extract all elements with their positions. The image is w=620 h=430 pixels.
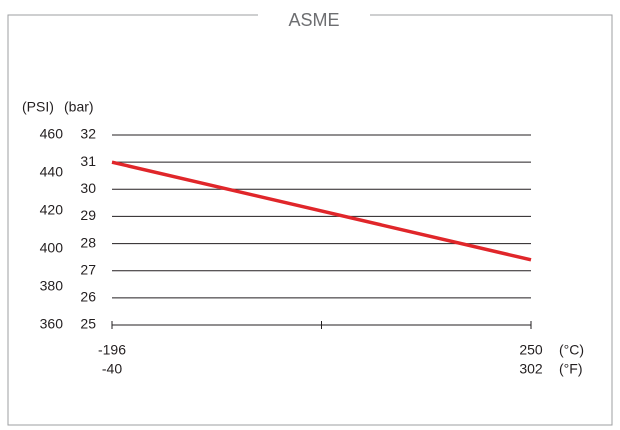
y-psi-tick-label: 440 (40, 164, 64, 180)
x-celsius-tick-label: 250 (519, 342, 543, 358)
y-psi-tick-label: 380 (40, 278, 64, 294)
y-psi-tick-label: 420 (40, 202, 64, 218)
y-bar-tick-label: 27 (80, 261, 96, 277)
y-psi-tick-label: 400 (40, 240, 64, 256)
x-fahrenheit-unit-label: (°F) (559, 361, 582, 377)
y-bar-tick-label: 25 (80, 316, 96, 332)
y-bar-tick-label: 29 (80, 207, 96, 223)
y-psi-unit-label: (PSI) (22, 99, 54, 115)
x-fahrenheit-tick-label: 302 (519, 361, 543, 377)
y-bar-tick-label: 31 (80, 153, 96, 169)
chart-title: ASME (288, 10, 339, 30)
y-psi-tick-label: 460 (40, 126, 64, 142)
x-fahrenheit-tick-label: -40 (102, 361, 122, 377)
y-bar-tick-label: 30 (80, 180, 96, 196)
y-bar-tick-label: 32 (80, 126, 96, 142)
series-line (111, 160, 532, 262)
y-bar-tick-label: 26 (80, 289, 96, 305)
y-psi-tick-label: 360 (40, 316, 64, 332)
y-bar-tick-label: 28 (80, 234, 96, 250)
x-celsius-unit-label: (°C) (559, 342, 584, 358)
y-bar-unit-label: (bar) (64, 99, 94, 115)
x-celsius-tick-label: -196 (98, 342, 126, 358)
frame-border (7, 14, 613, 426)
